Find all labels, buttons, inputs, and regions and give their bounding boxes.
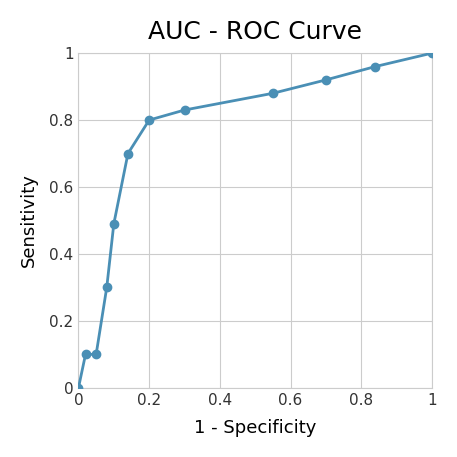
X-axis label: 1 - Specificity: 1 - Specificity: [194, 419, 316, 437]
Title: AUC - ROC Curve: AUC - ROC Curve: [148, 20, 362, 44]
Y-axis label: Sensitivity: Sensitivity: [20, 174, 38, 267]
